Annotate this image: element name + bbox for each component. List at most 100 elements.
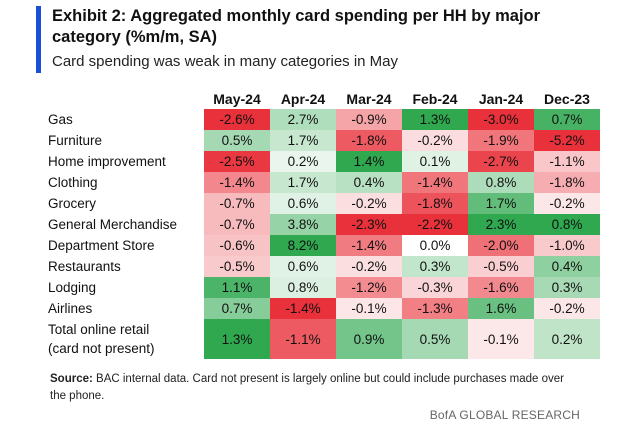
heatmap-cell: 0.6% — [270, 193, 336, 214]
title-accent-bar — [36, 6, 41, 73]
heatmap-cell: 0.5% — [402, 319, 468, 359]
heatmap-cell: -0.3% — [402, 277, 468, 298]
heatmap-cell: 0.8% — [534, 214, 600, 235]
heatmap-cell: -2.6% — [204, 109, 270, 130]
row-label: Clothing — [48, 175, 98, 190]
table-row: Restaurants -0.5% 0.6% -0.2% 0.3% -0.5% 0.4% — [48, 256, 600, 277]
heatmap-cell: 0.3% — [534, 277, 600, 298]
source-note: Source: BAC internal data. Card not pres… — [50, 371, 570, 405]
heatmap-cell: 0.2% — [270, 151, 336, 172]
heatmap-cell: 1.4% — [336, 151, 402, 172]
heatmap-cell: -0.6% — [204, 235, 270, 256]
heatmap-cell: -0.5% — [204, 256, 270, 277]
heatmap-cell: -1.0% — [534, 235, 600, 256]
heatmap-cell: 3.8% — [270, 214, 336, 235]
heatmap-cell: -0.5% — [468, 256, 534, 277]
table-row: Total online retail (card not present) 1.3… — [48, 319, 600, 359]
heatmap-cell: -2.2% — [402, 214, 468, 235]
heatmap-cell: 0.8% — [468, 172, 534, 193]
heatmap-cell: -1.1% — [534, 151, 600, 172]
column-header: May-24 — [213, 91, 261, 107]
row-label: Gas — [48, 112, 73, 127]
heatmap-cell: 0.2% — [534, 319, 600, 359]
heatmap-cell: -1.8% — [534, 172, 600, 193]
table-row: General Merchandise -0.7% 3.8% -2.3% -2.2% 2.… — [48, 214, 600, 235]
table-row: Clothing -1.4% 1.7% 0.4% -1.4% 0.8% -1.8% — [48, 172, 600, 193]
row-label: Total online retail (card not present) — [48, 319, 204, 359]
table-row: Airlines 0.7% -1.4% -0.1% -1.3% 1.6% -0.2% — [48, 298, 600, 319]
row-label: Lodging — [48, 280, 97, 295]
heatmap-cell: -2.3% — [336, 214, 402, 235]
column-header: Jan-24 — [478, 91, 524, 107]
source-label: Source: — [50, 373, 93, 385]
column-header: Apr-24 — [280, 91, 326, 107]
heatmap-cell: -2.7% — [468, 151, 534, 172]
row-label: Airlines — [48, 301, 93, 316]
heatmap-cell: -0.9% — [336, 109, 402, 130]
heatmap-cell: 0.4% — [336, 172, 402, 193]
heatmap-cell: -3.0% — [468, 109, 534, 130]
heatmap-cell: -2.5% — [204, 151, 270, 172]
heatmap-cell: 0.4% — [534, 256, 600, 277]
brand-label: BofA GLOBAL RESEARCH — [429, 408, 580, 422]
heatmap-cell: 1.1% — [204, 277, 270, 298]
heatmap-cell: 2.7% — [270, 109, 336, 130]
row-label: Furniture — [48, 133, 103, 148]
row-label: Grocery — [48, 196, 97, 211]
heatmap-cell: -0.2% — [534, 193, 600, 214]
row-label-line1: Total online retail — [48, 322, 150, 337]
column-header: Feb-24 — [412, 91, 458, 107]
table-row: Grocery -0.7% 0.6% -0.2% -1.8% 1.7% -0.2% — [48, 193, 600, 214]
row-label: General Merchandise — [48, 217, 178, 232]
chart-subtitle: Card spending was weak in many categorie… — [52, 53, 399, 70]
heatmap-cell: -0.2% — [534, 298, 600, 319]
heatmap-cell: 1.7% — [270, 130, 336, 151]
table-row: Gas -2.6% 2.7% -0.9% 1.3% -3.0% 0.7% — [48, 109, 600, 130]
heatmap-cell: -1.4% — [204, 172, 270, 193]
heatmap-body: Gas -2.6% 2.7% -0.9% 1.3% -3.0% 0.7% Furniture 0… — [48, 109, 600, 359]
table-row: Department Store -0.6% 8.2% -1.4% 0.0% -2.0% -… — [48, 235, 600, 256]
header-corner — [48, 89, 204, 109]
heatmap-cell: 0.6% — [270, 256, 336, 277]
heatmap-table: May-24 Apr-24 Mar-24 Feb-24 Jan-24 Dec-23 Gas… — [48, 89, 600, 359]
table-row: Furniture 0.5% 1.7% -1.8% -0.2% -1.9% -5.2% — [48, 130, 600, 151]
heatmap-cell: 0.9% — [336, 319, 402, 359]
heatmap-cell: 2.3% — [468, 214, 534, 235]
heatmap-cell: -0.1% — [468, 319, 534, 359]
heatmap-cell: -1.4% — [336, 235, 402, 256]
heatmap-cell: 0.1% — [402, 151, 468, 172]
heatmap-cell: 1.7% — [468, 193, 534, 214]
table-row: Lodging 1.1% 0.8% -1.2% -0.3% -1.6% 0.3% — [48, 277, 600, 298]
heatmap-cell: -0.7% — [204, 214, 270, 235]
heatmap-cell: -0.7% — [204, 193, 270, 214]
heatmap-cell: 1.3% — [204, 319, 270, 359]
row-label-line2: (card not present) — [48, 341, 155, 356]
heatmap-cell: -1.9% — [468, 130, 534, 151]
heatmap-cell: 0.5% — [204, 130, 270, 151]
heatmap-cell: -1.4% — [402, 172, 468, 193]
heatmap-cell: 0.0% — [402, 235, 468, 256]
heatmap-cell: 0.3% — [402, 256, 468, 277]
heatmap-cell: 1.3% — [402, 109, 468, 130]
heatmap-cell: -1.6% — [468, 277, 534, 298]
heatmap-cell: 0.7% — [534, 109, 600, 130]
row-label: Restaurants — [48, 259, 121, 274]
heatmap-cell: -1.8% — [402, 193, 468, 214]
heatmap-cell: 8.2% — [270, 235, 336, 256]
heatmap-cell: -0.2% — [336, 256, 402, 277]
row-label: Home improvement — [48, 154, 166, 169]
heatmap-cell: -0.2% — [402, 130, 468, 151]
chart-title: Exhibit 2: Aggregated monthly card spend… — [52, 7, 541, 46]
heatmap-cell: 0.8% — [270, 277, 336, 298]
table-row: Home improvement -2.5% 0.2% 1.4% 0.1% -2.7% -1… — [48, 151, 600, 172]
heatmap-cell: -2.0% — [468, 235, 534, 256]
heatmap-cell: -1.1% — [270, 319, 336, 359]
row-label: Department Store — [48, 238, 155, 253]
heatmap-cell: -1.2% — [336, 277, 402, 298]
heatmap-cell: 1.6% — [468, 298, 534, 319]
column-header: Dec-23 — [544, 91, 590, 107]
heatmap-cell: -1.4% — [270, 298, 336, 319]
column-header-row: May-24 Apr-24 Mar-24 Feb-24 Jan-24 Dec-23 — [48, 89, 600, 109]
heatmap-cell: -5.2% — [534, 130, 600, 151]
heatmap-cell: -0.2% — [336, 193, 402, 214]
